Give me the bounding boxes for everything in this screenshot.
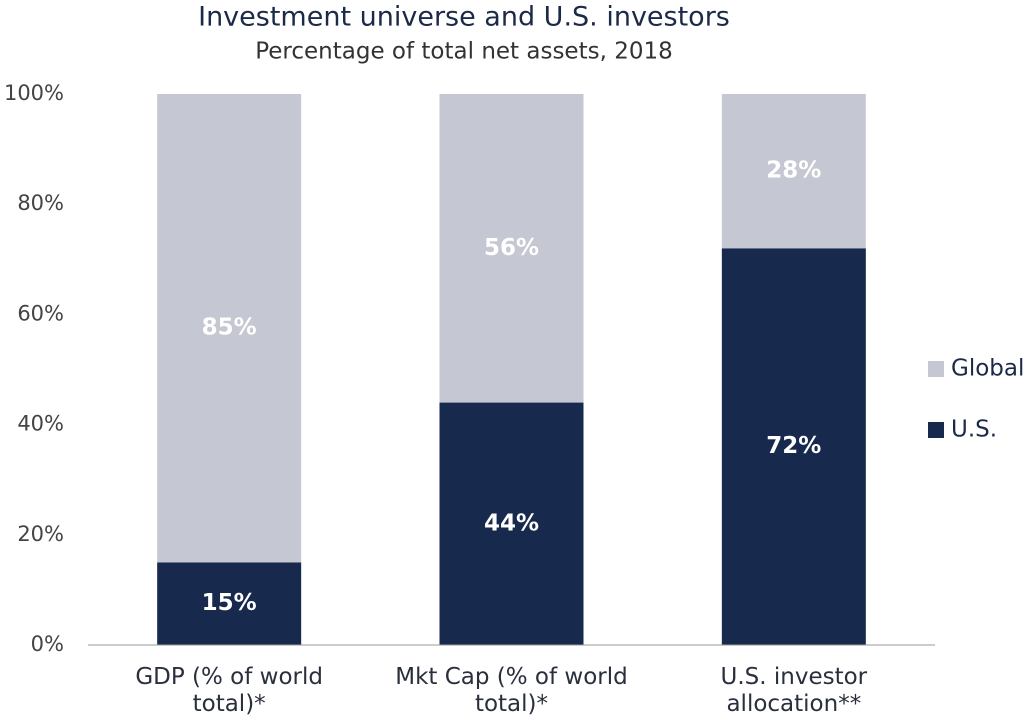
x-tick-label: Mkt Cap (% of world total)*	[395, 664, 628, 717]
y-tick-label: 80%	[17, 191, 64, 215]
data-label: 85%	[202, 315, 257, 341]
bar-segment	[157, 94, 302, 563]
data-label: 15%	[202, 590, 257, 616]
y-tick-label: 40%	[17, 412, 64, 436]
bar-segment	[439, 94, 584, 403]
chart-title: Investment universe and U.S. investors	[198, 2, 730, 33]
y-tick-label: 100%	[4, 81, 64, 105]
legend-label: U.S.	[951, 417, 997, 443]
legend-swatch	[928, 361, 944, 377]
bar-segment	[439, 402, 584, 645]
legend-swatch	[928, 422, 944, 438]
data-label: 72%	[766, 433, 821, 459]
data-label: 44%	[484, 510, 539, 536]
bar-segment	[157, 562, 302, 645]
bar-segment	[721, 248, 866, 645]
legend-label: Global	[951, 356, 1024, 382]
x-tick-label: GDP (% of world total)*	[135, 664, 323, 717]
data-label: 56%	[484, 235, 539, 261]
y-tick-label: 60%	[17, 301, 64, 325]
bar-segment	[721, 94, 866, 249]
chart-subtitle: Percentage of total net assets, 2018	[255, 39, 673, 65]
y-tick-label: 0%	[31, 632, 64, 656]
y-tick-label: 20%	[17, 522, 64, 546]
x-tick-label: U.S. investor allocation**	[720, 664, 868, 717]
data-label: 28%	[766, 158, 821, 184]
